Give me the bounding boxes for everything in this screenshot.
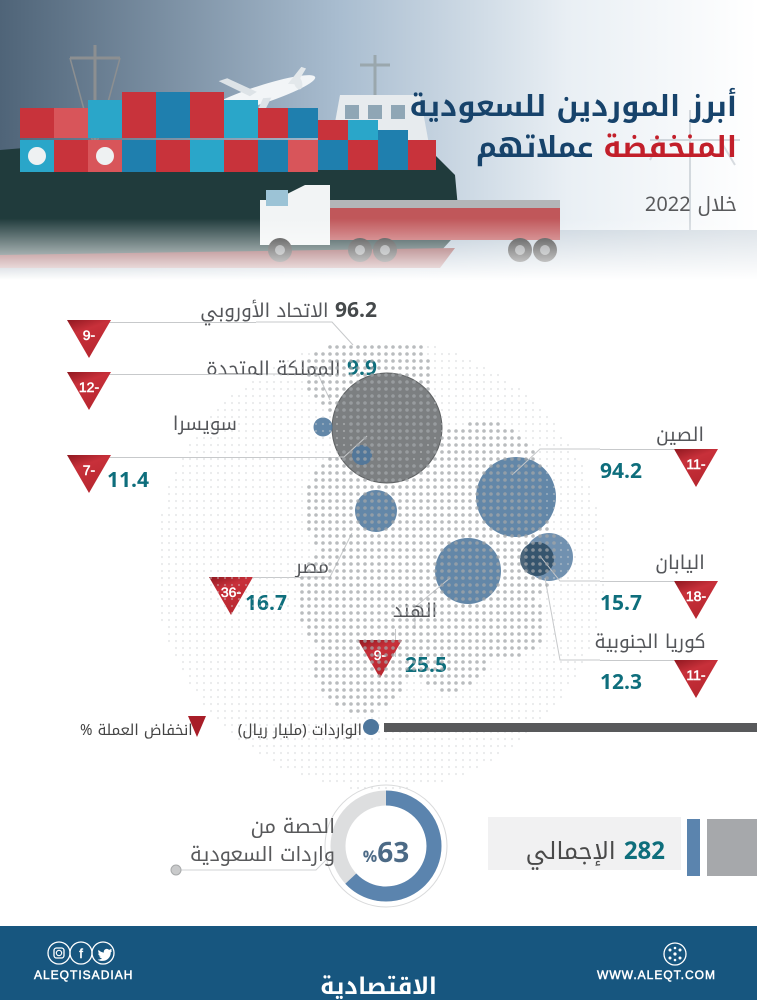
- svg-text:f: f: [78, 946, 83, 961]
